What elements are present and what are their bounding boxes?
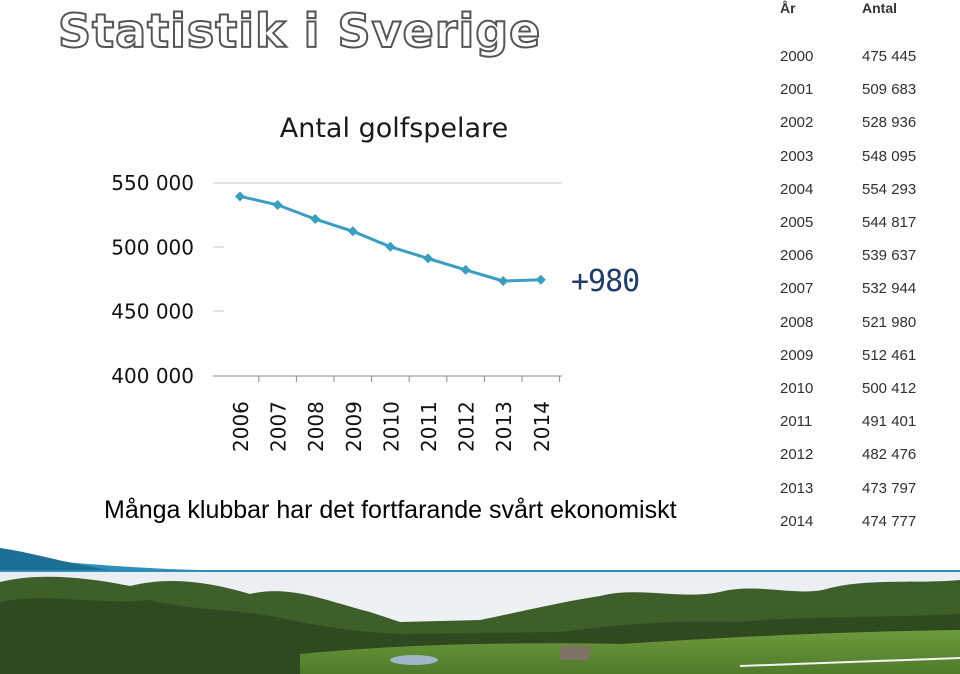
table-cell-year: 2010 [780, 379, 814, 397]
table-cell-count: 491 401 [862, 413, 917, 431]
x-tick-label: 2009 [342, 401, 366, 452]
table-row: 2006 539 637 [768, 239, 960, 272]
x-tick-label: 2008 [304, 401, 328, 452]
table-cell-year: 2008 [780, 313, 814, 331]
y-tick-label: 400 000 [111, 364, 194, 388]
y-tick-labels: 400 000 450 000 500 000 550 000 [111, 171, 194, 388]
table-row: 2003 548 095 [768, 140, 960, 173]
table-cell-year: 2013 [780, 479, 814, 497]
x-tick-labels: 2006 2007 2008 2009 2010 2011 2012 2013 2014 [229, 376, 561, 452]
table-row: 2001 509 683 [768, 73, 960, 106]
table-header-count: Antal [862, 0, 897, 16]
table-cell-year: 2012 [780, 446, 814, 464]
table-cell-year: 2007 [780, 280, 814, 298]
table-header-year: År [780, 0, 796, 16]
series-line [239, 194, 541, 283]
table-header-row: År Antal [768, 0, 960, 40]
data-point [385, 241, 396, 252]
table-cell-year: 2011 [780, 413, 813, 431]
table-row: 2002 528 936 [768, 106, 960, 139]
table-cell-count: 548 095 [862, 147, 917, 165]
data-table: År Antal 2000 475 445 2001 509 683 2002 528 9… [768, 0, 960, 538]
table-cell-count: 544 817 [862, 214, 917, 232]
table-cell-count: 512 461 [862, 346, 917, 364]
table-cell-count: 554 293 [862, 180, 917, 198]
table-cell-year: 2006 [780, 247, 814, 265]
table-cell-count: 532 944 [862, 280, 917, 298]
table-cell-count: 475 445 [862, 48, 917, 66]
x-tick-label: 2012 [455, 401, 479, 452]
table-cell-year: 2009 [780, 346, 814, 364]
table-row: 2008 521 980 [768, 306, 960, 339]
golf-course-landscape [0, 572, 960, 674]
table-cell-year: 2005 [780, 214, 814, 232]
table-cell-count: 539 637 [862, 247, 917, 265]
y-tick-label: 500 000 [111, 235, 194, 259]
y-tick-label: 450 000 [111, 300, 194, 324]
data-point [235, 191, 245, 202]
series-markers [235, 191, 546, 287]
table-cell-count: 500 412 [862, 379, 917, 397]
table-cell-year: 2003 [780, 147, 814, 165]
table-row: 2007 532 944 [768, 272, 960, 305]
table-cell-count: 482 476 [862, 446, 917, 464]
slide-title: Statistik i Sverige [57, 3, 542, 59]
table-row: 2011 491 401 [768, 405, 960, 438]
data-point [498, 276, 509, 287]
data-point [272, 199, 283, 210]
table-row: 2009 512 461 [768, 339, 960, 372]
table-row: 2010 500 412 [768, 372, 960, 405]
x-tick-label: 2006 [229, 401, 253, 452]
table-row: 2014 474 777 [768, 505, 960, 538]
y-tick-label: 550 000 [111, 171, 194, 195]
table-cell-year: 2001 [780, 81, 814, 99]
data-point [423, 253, 433, 264]
table-cell-year: 2014 [780, 512, 814, 530]
table-cell-count: 474 777 [862, 512, 917, 530]
table-row: 2005 544 817 [768, 206, 960, 239]
x-tick-label: 2013 [492, 401, 516, 452]
x-tick-label: 2010 [379, 401, 403, 452]
table-cell-year: 2002 [780, 114, 814, 132]
table-row: 2013 473 797 [768, 471, 960, 504]
table-cell-count: 521 980 [862, 313, 917, 331]
y-axis [213, 182, 562, 312]
table-cell-count: 509 683 [862, 81, 917, 99]
chart-title: Antal golfspelare [280, 113, 508, 144]
x-tick-label: 2011 [417, 401, 441, 452]
table-cell-year: 2004 [780, 180, 814, 198]
table-row: 2004 554 293 [768, 173, 960, 206]
table-cell-count: 473 797 [862, 479, 917, 497]
data-point [347, 226, 358, 237]
table-cell-year: 2000 [780, 48, 814, 66]
data-point [460, 264, 471, 275]
data-point [310, 214, 321, 225]
change-annotation: +980 [571, 264, 640, 299]
data-point [535, 274, 546, 285]
table-cell-count: 528 936 [862, 114, 917, 132]
x-tick-label: 2014 [530, 401, 554, 452]
slide-subtitle: Många klubbar har det fortfarande svårt … [104, 496, 677, 524]
table-row: 2000 475 445 [768, 40, 960, 73]
table-row: 2012 482 476 [768, 438, 960, 471]
x-tick-label: 2007 [267, 401, 291, 452]
